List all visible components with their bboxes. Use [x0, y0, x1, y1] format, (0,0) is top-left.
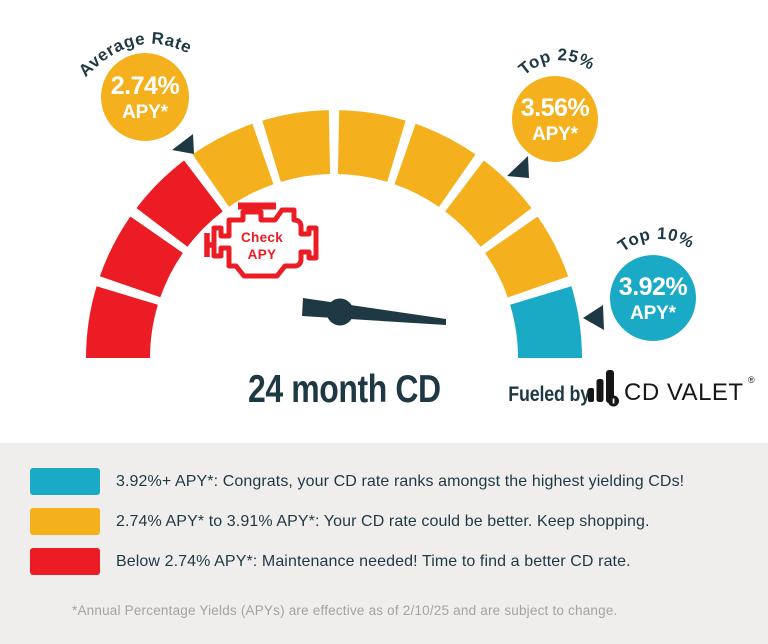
- top10-label: Top 10%: [614, 224, 697, 256]
- top10-value: 3.92%: [619, 273, 688, 301]
- brand-name-text: CD VALET: [624, 379, 744, 406]
- top25-badge: 3.56% APY*: [512, 76, 598, 162]
- top25-value: 3.56%: [521, 94, 590, 122]
- gauge-needle: [302, 298, 446, 326]
- registered-mark: ®: [748, 375, 755, 385]
- gauge-title: 24 month CD: [248, 367, 441, 411]
- top25-unit: APY*: [532, 124, 578, 145]
- fueled-by-text: Fueled by: [508, 383, 590, 407]
- legend-panel: 3.92%+ APY*: Congrats, your CD rate rank…: [0, 443, 768, 644]
- cd-valet-logo-icon: [588, 370, 619, 407]
- average-rate-value: 2.74%: [111, 72, 180, 100]
- gauge-segment-red-1: [86, 286, 158, 358]
- gauge-segment-yellow-5: [445, 160, 532, 247]
- gauge-segment-red-3: [136, 160, 223, 247]
- average-rate-badge-circle: [101, 53, 189, 141]
- branding: Fueled by CD VALET ®: [508, 370, 755, 407]
- average-rate-arrow-icon: [172, 134, 194, 154]
- legend-swatch-yellow: [30, 508, 100, 535]
- top25-label: Top 25%: [515, 45, 598, 79]
- legend-row-mid-tier: 2.74% APY* to 3.91% APY*: Your CD rate c…: [0, 508, 768, 535]
- top10-unit: APY*: [630, 303, 676, 324]
- gauge-segment-teal: [510, 286, 582, 358]
- gauge-segments: [86, 110, 582, 358]
- legend-text-low-tier: Below 2.74% APY*: Maintenance needed! Ti…: [116, 552, 631, 570]
- gauge-segment-yellow-4: [394, 123, 476, 207]
- needle-hub: [326, 298, 354, 326]
- check-engine-text-line1: Check: [241, 230, 283, 245]
- legend-swatch-red: [30, 548, 100, 575]
- legend-text-mid-tier: 2.74% APY* to 3.91% APY*: Your CD rate c…: [116, 512, 650, 530]
- top10-arrow-icon: [583, 305, 604, 330]
- average-rate-unit: APY*: [122, 102, 168, 123]
- gauge-segment-yellow-3: [337, 110, 406, 182]
- legend-row-top-tier: 3.92%+ APY*: Congrats, your CD rate rank…: [0, 468, 768, 495]
- apy-disclaimer: *Annual Percentage Yields (APYs) are eff…: [72, 603, 618, 618]
- check-engine-icon: Check APY: [204, 202, 319, 279]
- top10-badge-circle: [610, 255, 696, 341]
- average-rate-badge: 2.74% APY*: [101, 53, 189, 141]
- check-engine-text-line2: APY: [248, 247, 277, 262]
- legend-text-top-tier: 3.92%+ APY*: Congrats, your CD rate rank…: [116, 472, 685, 490]
- legend-swatch-teal: [30, 468, 100, 495]
- top10-badge: 3.92% APY*: [610, 255, 696, 341]
- gauge-segment-yellow-6: [485, 216, 569, 298]
- gauge-segment-red-2: [99, 216, 183, 298]
- gauge-chart: Average Rate Top 25% Top 10% 2.74% APY* …: [75, 29, 755, 411]
- legend-row-low-tier: Below 2.74% APY*: Maintenance needed! Ti…: [0, 548, 768, 575]
- top25-arrow-icon: [507, 156, 529, 178]
- top25-badge-circle: [512, 76, 598, 162]
- gauge-segment-yellow-1: [192, 123, 274, 207]
- gauge-segment-yellow-2: [262, 110, 331, 182]
